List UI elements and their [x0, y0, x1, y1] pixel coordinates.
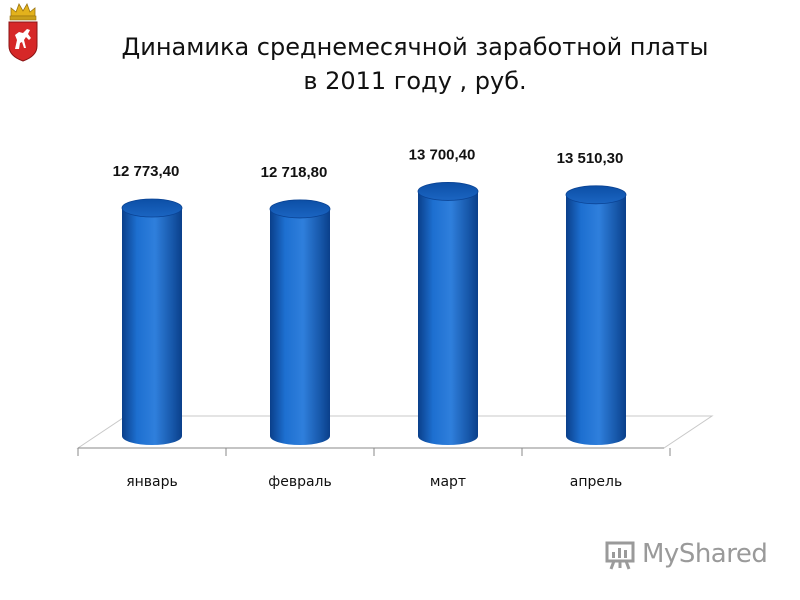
bar-top — [269, 199, 331, 219]
bars — [121, 182, 627, 445]
bar-top — [565, 185, 627, 205]
data-label: 12 718,80 — [261, 164, 328, 181]
bar-top — [417, 182, 479, 201]
bar — [417, 182, 479, 445]
data-label: 13 510,30 — [557, 150, 624, 167]
title-line-2: в 2011 году , руб. — [303, 67, 527, 95]
bar — [121, 198, 183, 445]
chart-floor — [76, 415, 714, 456]
x-tick-label: февраль — [268, 474, 332, 490]
chart-title: Динамика среднемесячной заработной платы… — [100, 30, 730, 98]
presentation-board-icon — [605, 541, 635, 570]
bar-top — [121, 198, 183, 218]
x-tick-label: январь — [126, 474, 178, 490]
bar — [269, 199, 331, 445]
coat-of-arms-icon — [6, 2, 40, 62]
watermark-text: MyShared — [642, 539, 768, 569]
data-labels: 12 773,40 12 718,80 13 700,40 13 510,30 — [113, 146, 624, 181]
data-label: 12 773,40 — [113, 163, 180, 180]
bar-body — [122, 207, 182, 445]
x-axis-tick-labels: январь февраль март апрель — [126, 474, 622, 490]
watermark: MyShared — [604, 536, 768, 572]
title-line-1: Динамика среднемесячной заработной платы — [121, 33, 709, 61]
bar-body — [418, 191, 478, 445]
bar-body — [566, 194, 626, 445]
bar-body — [270, 208, 330, 445]
x-tick-label: апрель — [570, 474, 622, 490]
x-tick-label: март — [430, 474, 466, 490]
bar — [565, 185, 627, 445]
data-label: 13 700,40 — [409, 146, 476, 163]
